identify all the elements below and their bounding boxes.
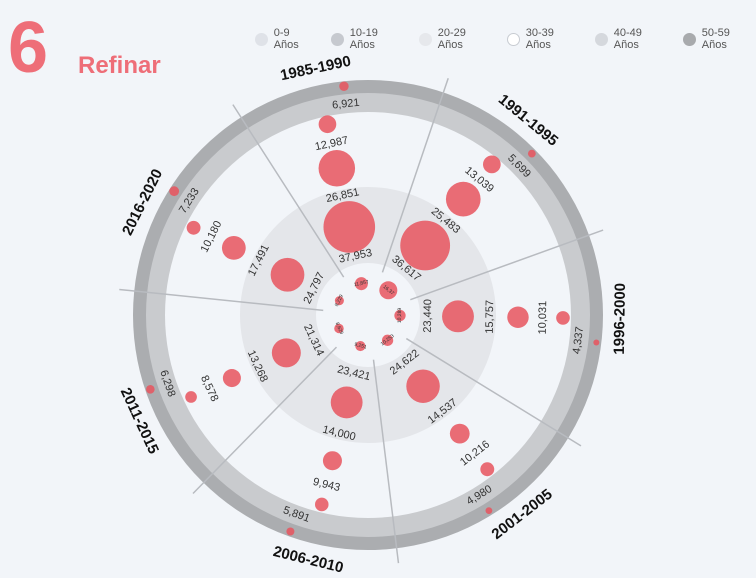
data-bubble [334,296,344,306]
legend-label: 40-49 Años [613,27,642,51]
data-bubble [527,149,536,158]
data-bubble [442,300,474,333]
data-bubble [169,186,180,197]
legend-item[interactable]: 30-39 Años [507,27,580,51]
data-label: 8,229 [334,294,345,308]
step-number: 6 [8,8,49,88]
data-bubble [286,527,295,536]
spoke-line [381,77,449,273]
data-label: 15,757 [484,300,497,334]
data-bubble [270,257,305,292]
legend-item[interactable]: 10-19 Años [331,27,404,51]
data-bubble [445,181,481,217]
legend-item[interactable]: 50-59 Años [683,27,756,51]
step-title: Refinar [78,52,161,79]
legend-swatch [255,32,268,46]
data-label: 11,857 [353,279,369,288]
data-bubble [339,81,349,91]
legend-swatch [331,32,344,46]
legend-label: 30-39 Años [525,27,554,51]
data-bubble [318,150,356,187]
legend-label: 0-9 Años [273,27,299,51]
spoke-line [192,346,338,495]
legend-item[interactable]: 40-49 Años [595,27,668,51]
data-bubble [593,339,600,346]
data-bubble [322,451,342,471]
data-label: 6,921 [332,97,361,112]
category-label: 1996-2000 [611,283,629,355]
legend: 0-9 Años 10-19 Años 20-29 Años 30-39 Año… [255,27,756,51]
data-bubble [185,391,197,403]
legend-swatch [507,32,520,46]
data-bubble [354,277,368,291]
legend-label: 50-59 Años [701,27,730,51]
data-bubble [334,323,344,334]
data-label: 9,251 [354,342,368,351]
spoke-line [372,359,400,564]
data-label: 23,440 [422,299,435,333]
spoke-line [410,229,604,301]
data-bubble [482,155,501,174]
data-bubble [221,236,246,260]
data-bubble [186,220,201,235]
legend-item[interactable]: 0-9 Años [255,27,316,51]
data-bubble [406,369,440,403]
data-label: 8,629 [334,322,345,336]
data-bubble [355,340,366,352]
data-bubble [330,386,363,419]
category-label: 2006-2010 [271,543,345,577]
data-bubble [400,220,451,271]
data-label: 4,337 [571,326,586,355]
data-bubble [323,201,376,253]
legend-label: 10-19 Años [349,27,378,51]
data-label: 10,031 [537,301,550,335]
data-bubble [315,497,329,512]
data-bubble [379,281,398,300]
data-bubble [271,338,301,368]
category-label: 1985-1990 [279,53,353,85]
data-bubble [507,306,529,328]
data-bubble [394,309,406,322]
data-bubble [449,423,470,444]
data-bubble [556,311,570,325]
legend-swatch [595,32,608,46]
data-bubble [381,334,394,346]
spoke-line [405,337,582,447]
spoke-line [232,104,345,278]
data-bubble [485,507,493,515]
legend-label: 20-29 Años [437,27,466,51]
legend-swatch [419,32,432,46]
data-bubble [480,462,495,477]
data-bubble [222,369,241,388]
data-label: 10,289 [397,308,403,324]
legend-swatch [683,32,696,46]
data-bubble [318,115,337,134]
legend-item[interactable]: 20-29 Años [419,27,492,51]
data-bubble [146,385,155,394]
spoke-line [119,288,324,312]
